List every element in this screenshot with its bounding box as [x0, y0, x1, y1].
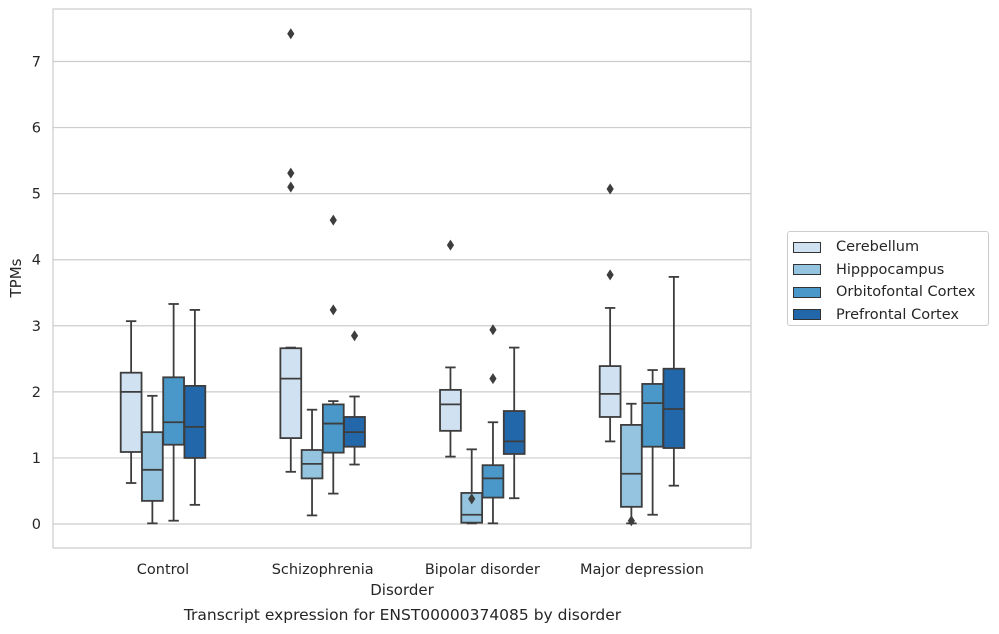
- legend-item-hippocampus: Hipppocampus: [793, 259, 988, 282]
- legend-label-hippocampus: Hipppocampus: [836, 261, 945, 278]
- y-tick-label: 5: [32, 187, 41, 203]
- box-3-1: [620, 402, 643, 527]
- box-1-2: [321, 214, 345, 495]
- legend-label-cerebellum: Cerebellum: [836, 239, 920, 256]
- y-tick-label: 1: [32, 451, 41, 467]
- box-2-3: [502, 346, 526, 500]
- x-tick-label: Bipolar disorder: [425, 562, 540, 578]
- box-2-0: [439, 239, 462, 458]
- box-iqr: [641, 383, 664, 448]
- box-2-1: [460, 448, 484, 525]
- legend-swatch-hippocampus: [793, 264, 821, 276]
- y-tick-label: 2: [32, 385, 41, 401]
- x-tick-labels: Control Schizophrenia Bipolar disorder Majo…: [137, 562, 704, 578]
- box-iqr: [279, 347, 303, 440]
- outlier-point: [468, 493, 476, 505]
- outlier-point: [627, 515, 635, 527]
- box-3-3: [662, 275, 686, 487]
- outlier-point: [606, 183, 614, 195]
- box-iqr: [183, 385, 207, 459]
- legend-label-orbitofrontal: Orbitofontal Cortex: [836, 284, 976, 301]
- y-tick-label: 4: [32, 253, 41, 269]
- y-tick-labels: 0 1 2 3 4 5 6 7: [32, 55, 41, 534]
- box-3-0: [598, 183, 622, 443]
- box-iqr: [620, 423, 643, 508]
- legend-swatch-orbitofrontal: [793, 286, 821, 298]
- box-1-1: [300, 408, 324, 517]
- box-2-2: [481, 324, 505, 525]
- outlier-point: [606, 269, 614, 281]
- legend-item-orbitofrontal: Orbitofontal Cortex: [793, 281, 988, 304]
- outlier-point: [287, 181, 295, 193]
- box-1-3: [343, 330, 366, 466]
- box-iqr: [141, 431, 164, 502]
- box-0-1: [141, 394, 164, 525]
- box-iqr: [119, 371, 143, 453]
- x-tick-label: Major depression: [580, 562, 704, 578]
- y-tick-label: 7: [32, 55, 41, 71]
- box-0-0: [119, 320, 143, 484]
- legend-item-cerebellum: Cerebellum: [793, 236, 988, 259]
- box-iqr: [162, 376, 185, 446]
- box-iqr: [481, 464, 505, 499]
- legend-label-prefrontal: Prefrontal Cortex: [836, 306, 959, 323]
- box-iqr: [439, 388, 462, 432]
- y-tick-label: 3: [32, 319, 41, 335]
- outlier-point: [489, 373, 497, 385]
- x-axis-label: Disorder: [370, 581, 434, 599]
- outlier-point: [329, 214, 337, 226]
- outlier-point: [350, 330, 359, 342]
- outlier-point: [287, 28, 295, 40]
- outlier-point: [287, 167, 295, 179]
- outlier-point: [329, 304, 337, 316]
- x-tick-label: Schizophrenia: [272, 562, 374, 578]
- legend-swatch-cerebellum: [793, 241, 821, 253]
- chart-caption: Transcript expression for ENST0000037408…: [183, 606, 622, 624]
- box-iqr: [321, 403, 345, 454]
- outlier-point: [446, 239, 455, 251]
- x-tick-label: Control: [137, 562, 189, 578]
- outlier-point: [489, 324, 497, 336]
- box-1-0: [279, 28, 303, 473]
- legend: Cerebellum Hipppocampus Orbitofontal Cor…: [787, 231, 989, 326]
- box-series: [119, 28, 686, 527]
- legend-swatch-prefrontal: [793, 309, 821, 321]
- box-0-3: [183, 309, 207, 506]
- y-tick-label: 6: [32, 121, 41, 137]
- y-axis-label: TPMs: [7, 258, 25, 298]
- box-iqr: [502, 410, 526, 455]
- legend-item-prefrontal: Prefrontal Cortex: [793, 304, 988, 327]
- box-iqr: [598, 365, 622, 418]
- y-tick-label: 0: [32, 517, 41, 533]
- box-0-2: [162, 303, 185, 522]
